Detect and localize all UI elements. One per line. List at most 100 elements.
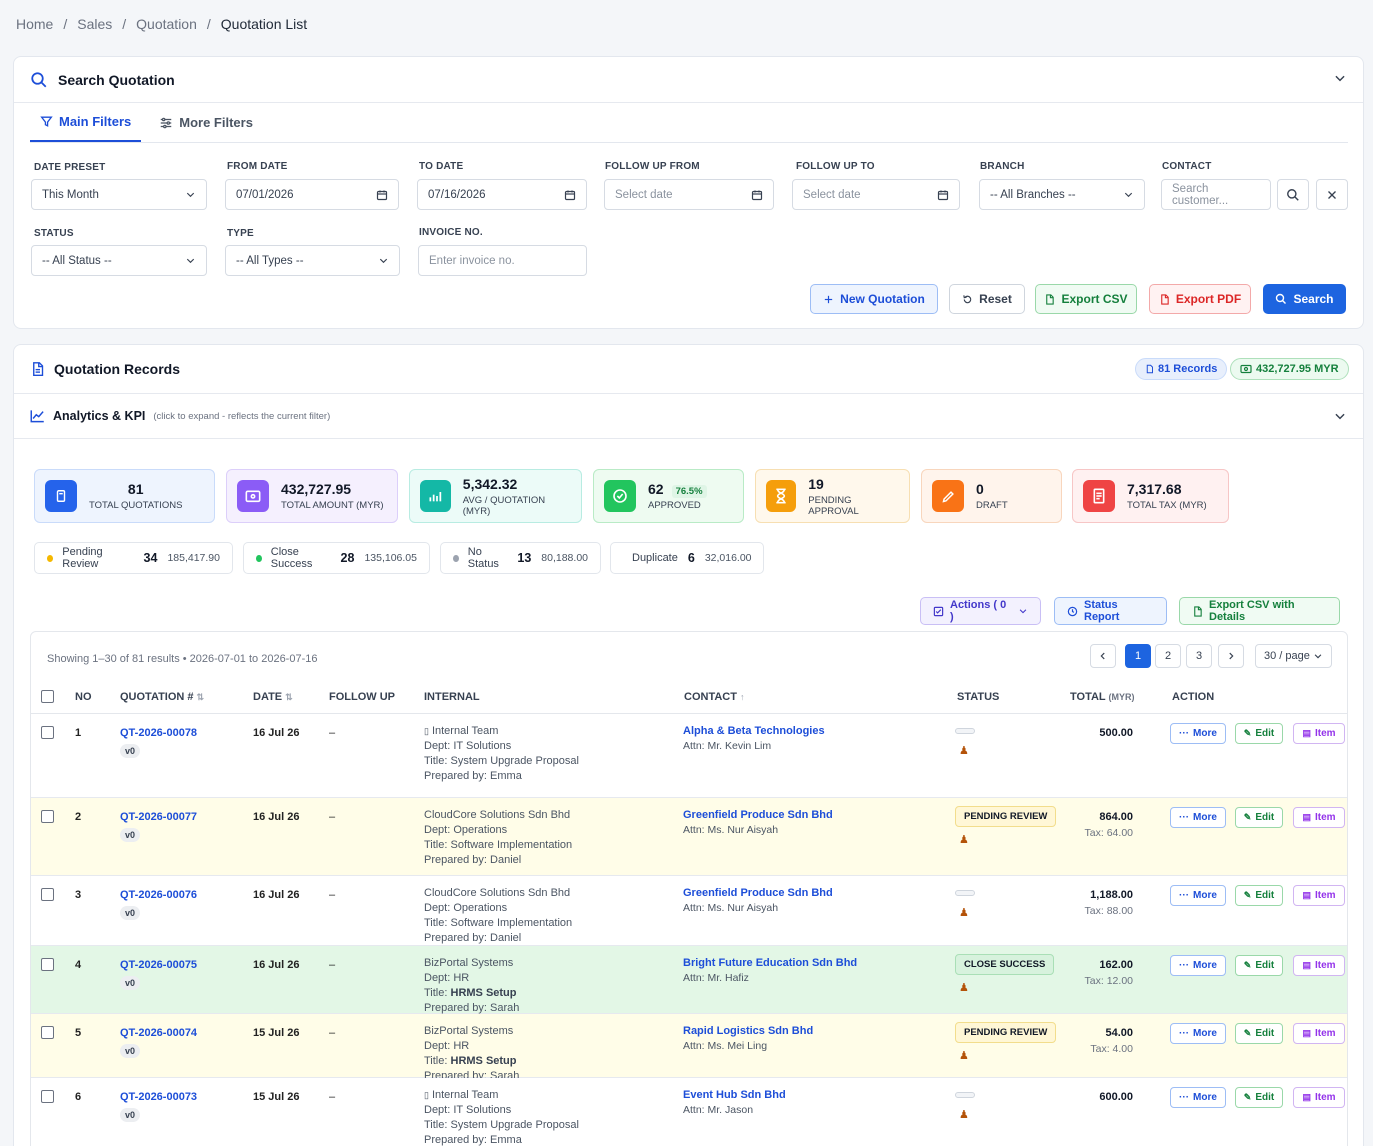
edit-button[interactable]: ✎ Edit bbox=[1235, 1023, 1283, 1044]
row-checkbox[interactable] bbox=[41, 810, 54, 823]
pagination-prev[interactable] bbox=[1090, 644, 1116, 668]
kpi-approved: 62 76.5% APPROVED bbox=[593, 469, 744, 523]
new-quotation-button[interactable]: New Quotation bbox=[810, 284, 938, 314]
quotation-number-link[interactable]: QT-2026-00077 bbox=[120, 811, 198, 823]
calendar-icon[interactable] bbox=[376, 189, 388, 201]
type-select[interactable]: -- All Types -- bbox=[225, 245, 400, 276]
per-page-select[interactable]: 30 / page bbox=[1255, 644, 1332, 668]
item-button[interactable]: ▤ Item bbox=[1293, 1087, 1345, 1108]
edit-button[interactable]: ✎ Edit bbox=[1235, 885, 1283, 906]
status-summary-close-success[interactable]: Close Success 28 135,106.05 bbox=[243, 542, 430, 574]
to-date-input[interactable]: 07/16/2026 bbox=[417, 179, 587, 210]
tab-main-filters[interactable]: Main Filters bbox=[30, 103, 142, 142]
collapse-chevron-icon[interactable] bbox=[1333, 71, 1347, 85]
row-checkbox[interactable] bbox=[41, 958, 54, 971]
contact-search-button[interactable] bbox=[1277, 179, 1309, 210]
stamp-icon[interactable]: ♟ bbox=[959, 982, 969, 994]
calendar-icon[interactable] bbox=[751, 189, 763, 201]
row-checkbox[interactable] bbox=[41, 888, 54, 901]
item-button[interactable]: ▤ Item bbox=[1293, 1023, 1345, 1044]
item-button[interactable]: ▤ Item bbox=[1293, 955, 1345, 976]
analytics-toggle[interactable]: Analytics & KPI (click to expand - refle… bbox=[14, 393, 1363, 439]
more-button[interactable]: ··· More bbox=[1170, 955, 1226, 976]
contact-link[interactable]: Greenfield Produce Sdn Bhd bbox=[683, 809, 833, 821]
status-summary-pending-review[interactable]: Pending Review 34 185,417.90 bbox=[34, 542, 233, 574]
quotation-number-link[interactable]: QT-2026-00074 bbox=[120, 1027, 198, 1039]
col-date[interactable]: DATE ⇅ bbox=[253, 691, 293, 703]
follow-up-to-input[interactable]: Select date bbox=[792, 179, 960, 210]
stamp-icon[interactable]: ♟ bbox=[959, 1109, 969, 1121]
more-button[interactable]: ··· More bbox=[1170, 807, 1226, 828]
quotation-number-link[interactable]: QT-2026-00073 bbox=[120, 1091, 198, 1103]
row-checkbox[interactable] bbox=[41, 1090, 54, 1103]
date-preset-select[interactable]: This Month bbox=[31, 179, 207, 210]
from-date-input[interactable]: 07/01/2026 bbox=[225, 179, 399, 210]
quotation-number-link[interactable]: QT-2026-00078 bbox=[120, 727, 198, 739]
contact-link[interactable]: Bright Future Education Sdn Bhd bbox=[683, 957, 858, 969]
status-report-button[interactable]: Status Report bbox=[1054, 597, 1167, 625]
contact-clear-button[interactable] bbox=[1316, 179, 1348, 210]
col-quotation[interactable]: QUOTATION # ⇅ bbox=[120, 691, 204, 703]
chevron-right-icon bbox=[1226, 651, 1236, 661]
contact-link[interactable]: Greenfield Produce Sdn Bhd bbox=[683, 887, 833, 899]
row-checkbox[interactable] bbox=[41, 726, 54, 739]
item-button[interactable]: ▤ Item bbox=[1293, 723, 1345, 744]
pagination-next[interactable] bbox=[1218, 644, 1244, 668]
invoice-input[interactable]: Enter invoice no. bbox=[418, 245, 587, 276]
branch-select[interactable]: -- All Branches -- bbox=[979, 179, 1145, 210]
internal-org-name: CloudCore Solutions Sdn Bhd bbox=[424, 809, 571, 821]
search-panel-header[interactable]: Search Quotation bbox=[14, 57, 1363, 103]
expand-chevron-icon[interactable] bbox=[1333, 409, 1347, 423]
contact-link[interactable]: Event Hub Sdn Bhd bbox=[683, 1089, 786, 1101]
status-select[interactable]: -- All Status -- bbox=[31, 245, 207, 276]
stamp-icon[interactable]: ♟ bbox=[959, 907, 969, 919]
contact-link[interactable]: Alpha & Beta Technologies bbox=[683, 725, 825, 737]
export-csv-details-button[interactable]: Export CSV with Details bbox=[1179, 597, 1340, 625]
edit-button[interactable]: ✎ Edit bbox=[1235, 807, 1283, 828]
stamp-icon[interactable]: ♟ bbox=[959, 834, 969, 846]
quotation-number-link[interactable]: QT-2026-00075 bbox=[120, 959, 198, 971]
breadcrumb-quotation[interactable]: Quotation bbox=[136, 16, 197, 32]
calendar-icon[interactable] bbox=[937, 189, 949, 201]
more-button[interactable]: ··· More bbox=[1170, 1023, 1226, 1044]
calendar-icon[interactable] bbox=[564, 189, 576, 201]
edit-button[interactable]: ✎ Edit bbox=[1235, 1087, 1283, 1108]
records-count: 81 Records bbox=[1158, 363, 1218, 375]
more-button[interactable]: ··· More bbox=[1170, 885, 1226, 906]
status-summary-no-status[interactable]: No Status 13 80,188.00 bbox=[440, 542, 601, 574]
status-summary-duplicate[interactable]: Duplicate 6 32,016.00 bbox=[610, 542, 764, 574]
more-button[interactable]: ··· More bbox=[1170, 1087, 1226, 1108]
breadcrumb-sales[interactable]: Sales bbox=[77, 16, 113, 32]
quotation-number-link[interactable]: QT-2026-00076 bbox=[120, 889, 198, 901]
date-preset-label: DATE PRESET bbox=[34, 162, 106, 173]
pagination-page-3[interactable]: 3 bbox=[1186, 644, 1212, 668]
row-checkbox[interactable] bbox=[41, 1026, 54, 1039]
contact-search-input[interactable]: Search customer... bbox=[1161, 179, 1271, 210]
contact-link[interactable]: Rapid Logistics Sdn Bhd bbox=[683, 1025, 814, 1037]
edit-label: Edit bbox=[1255, 890, 1275, 901]
follow-up-from-input[interactable]: Select date bbox=[604, 179, 774, 210]
edit-button[interactable]: ✎ Edit bbox=[1235, 955, 1283, 976]
tax-amount: Tax: 12.00 bbox=[1084, 975, 1133, 987]
more-button[interactable]: ··· More bbox=[1170, 723, 1226, 744]
export-pdf-button[interactable]: Export PDF bbox=[1149, 284, 1251, 314]
col-contact[interactable]: CONTACT ↑ bbox=[684, 691, 744, 703]
pagination-page-1[interactable]: 1 bbox=[1125, 644, 1151, 668]
more-dots-icon: ··· bbox=[1179, 890, 1190, 901]
kpi-value: 0 bbox=[976, 481, 984, 497]
breadcrumb-home[interactable]: Home bbox=[16, 16, 54, 32]
select-all-checkbox[interactable] bbox=[41, 690, 54, 703]
search-button[interactable]: Search bbox=[1263, 284, 1346, 314]
pagination-page-2[interactable]: 2 bbox=[1155, 644, 1181, 668]
stamp-icon[interactable]: ♟ bbox=[959, 745, 969, 757]
item-button[interactable]: ▤ Item bbox=[1293, 885, 1345, 906]
edit-button[interactable]: ✎ Edit bbox=[1235, 723, 1283, 744]
bulk-actions-dropdown[interactable]: Actions ( 0 ) bbox=[920, 597, 1041, 625]
item-button[interactable]: ▤ Item bbox=[1293, 807, 1345, 828]
stamp-icon[interactable]: ♟ bbox=[959, 1050, 969, 1062]
money-icon bbox=[1240, 364, 1252, 374]
tab-more-filters[interactable]: More Filters bbox=[149, 103, 263, 142]
reset-button[interactable]: Reset bbox=[949, 284, 1025, 314]
export-csv-button[interactable]: Export CSV bbox=[1035, 284, 1137, 314]
edit-icon: ✎ bbox=[1243, 890, 1252, 900]
